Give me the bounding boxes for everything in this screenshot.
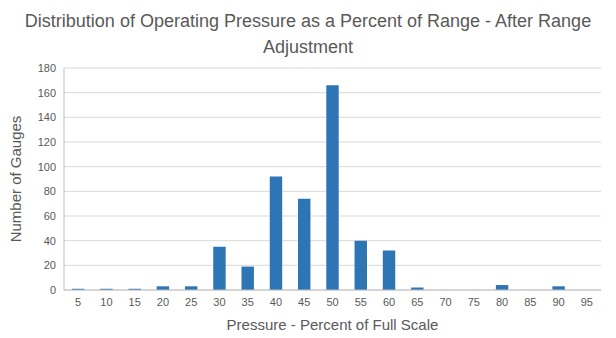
svg-text:75: 75 bbox=[468, 296, 480, 308]
svg-text:50: 50 bbox=[326, 296, 338, 308]
svg-text:45: 45 bbox=[298, 296, 310, 308]
svg-text:80: 80 bbox=[44, 185, 56, 197]
svg-text:20: 20 bbox=[44, 259, 56, 271]
svg-text:160: 160 bbox=[38, 87, 56, 99]
svg-text:140: 140 bbox=[38, 111, 56, 123]
svg-text:95: 95 bbox=[581, 296, 593, 308]
svg-text:85: 85 bbox=[524, 296, 536, 308]
svg-text:40: 40 bbox=[270, 296, 282, 308]
svg-text:90: 90 bbox=[552, 296, 564, 308]
svg-text:35: 35 bbox=[242, 296, 254, 308]
html-text:Distribution of Operating Pres: Distribution of Operating Pressure as a … bbox=[24, 11, 592, 57]
svg-text:5: 5 bbox=[75, 296, 81, 308]
svg-text:15: 15 bbox=[129, 296, 141, 308]
svg-text:60: 60 bbox=[383, 296, 395, 308]
svg-text:10: 10 bbox=[100, 296, 112, 308]
svg-text:120: 120 bbox=[38, 136, 56, 148]
svg-text:40: 40 bbox=[44, 235, 56, 247]
svg-text:Number of Gauges: Number of Gauges bbox=[8, 116, 24, 243]
svg-text:Pressure - Percent of Full Sca: Pressure - Percent of Full Scale bbox=[227, 316, 439, 333]
svg-text:100: 100 bbox=[38, 161, 56, 173]
svg-text:180: 180 bbox=[38, 62, 56, 74]
svg-text:60: 60 bbox=[44, 210, 56, 222]
svg-text:25: 25 bbox=[185, 296, 197, 308]
svg-text:0: 0 bbox=[50, 284, 56, 296]
svg-text:55: 55 bbox=[355, 296, 367, 308]
svg-text:70: 70 bbox=[439, 296, 451, 308]
svg-text:65: 65 bbox=[411, 296, 423, 308]
svg-text:30: 30 bbox=[213, 296, 225, 308]
svg-text:20: 20 bbox=[157, 296, 169, 308]
svg-text:80: 80 bbox=[496, 296, 508, 308]
